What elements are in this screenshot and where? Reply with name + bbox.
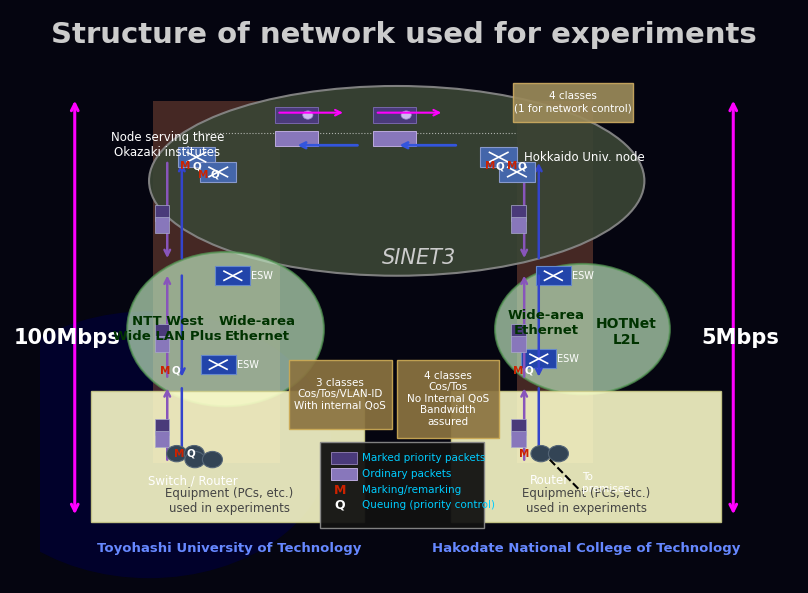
FancyBboxPatch shape (155, 431, 170, 447)
Text: 4 classes
(1 for network control): 4 classes (1 for network control) (515, 91, 632, 113)
Text: Node serving three
Okazaki institutes: Node serving three Okazaki institutes (111, 131, 224, 160)
FancyBboxPatch shape (200, 355, 236, 374)
FancyBboxPatch shape (373, 131, 416, 146)
FancyBboxPatch shape (155, 336, 170, 352)
FancyBboxPatch shape (155, 419, 170, 435)
Text: Wide-area
Ethernet: Wide-area Ethernet (507, 309, 584, 337)
FancyBboxPatch shape (511, 206, 526, 221)
Text: Q: Q (210, 170, 219, 180)
FancyBboxPatch shape (155, 206, 170, 221)
FancyBboxPatch shape (521, 349, 556, 368)
Text: Ordinary packets: Ordinary packets (362, 469, 451, 479)
Text: Wide-area
Ethernet: Wide-area Ethernet (218, 315, 296, 343)
FancyBboxPatch shape (511, 336, 526, 352)
Text: M: M (180, 161, 191, 171)
Text: Q: Q (496, 161, 504, 171)
Circle shape (549, 445, 569, 462)
Text: Q: Q (518, 161, 526, 171)
Text: HOTNet
L2L: HOTNet L2L (595, 317, 657, 347)
FancyBboxPatch shape (331, 468, 357, 480)
Circle shape (184, 445, 204, 462)
Text: Q: Q (192, 161, 200, 171)
Text: Structure of network used for experiments: Structure of network used for experiment… (51, 21, 757, 49)
Text: Hokkaido Univ. node: Hokkaido Univ. node (524, 151, 645, 164)
Text: M: M (175, 449, 185, 458)
FancyBboxPatch shape (511, 217, 526, 233)
Text: M: M (160, 366, 170, 375)
Circle shape (202, 451, 222, 468)
FancyBboxPatch shape (275, 131, 318, 146)
Circle shape (531, 445, 551, 462)
FancyBboxPatch shape (179, 147, 215, 167)
Text: NTT West
Wide LAN Plus: NTT West Wide LAN Plus (113, 315, 221, 343)
Ellipse shape (127, 252, 324, 406)
FancyBboxPatch shape (511, 419, 526, 435)
Text: 5Mbps: 5Mbps (701, 328, 780, 348)
FancyBboxPatch shape (215, 266, 250, 285)
FancyBboxPatch shape (536, 266, 570, 285)
Text: M: M (507, 161, 517, 171)
Text: SINET3: SINET3 (381, 248, 456, 268)
FancyBboxPatch shape (155, 217, 170, 233)
Text: M: M (334, 484, 346, 497)
Text: Hakodate National College of Technology: Hakodate National College of Technology (432, 542, 740, 555)
FancyBboxPatch shape (511, 324, 526, 340)
Ellipse shape (495, 264, 670, 394)
Text: M: M (513, 366, 524, 375)
Circle shape (303, 111, 313, 119)
Circle shape (166, 445, 187, 462)
FancyBboxPatch shape (320, 442, 484, 528)
FancyBboxPatch shape (153, 101, 280, 463)
FancyBboxPatch shape (397, 360, 499, 438)
FancyBboxPatch shape (200, 162, 237, 182)
Text: Router: Router (530, 474, 570, 487)
Text: Marking/remarking: Marking/remarking (362, 486, 461, 495)
Text: ESW: ESW (558, 354, 579, 364)
Text: ESW: ESW (572, 271, 594, 280)
Circle shape (401, 111, 411, 119)
Text: Toyohashi University of Technology: Toyohashi University of Technology (97, 542, 361, 555)
FancyBboxPatch shape (331, 452, 357, 464)
FancyBboxPatch shape (511, 431, 526, 447)
Text: 100Mbps: 100Mbps (14, 328, 121, 348)
Text: M: M (199, 170, 208, 180)
Text: M: M (485, 161, 495, 171)
FancyBboxPatch shape (452, 391, 721, 522)
FancyBboxPatch shape (155, 324, 170, 340)
Text: Switch / Router: Switch / Router (148, 474, 238, 487)
Text: Equipment (PCs, etc.)
used in experiments: Equipment (PCs, etc.) used in experiment… (165, 487, 293, 515)
Text: To
premises: To premises (583, 473, 630, 494)
FancyBboxPatch shape (275, 107, 318, 123)
FancyBboxPatch shape (289, 360, 392, 429)
Ellipse shape (0, 311, 331, 578)
Text: Q: Q (186, 449, 195, 458)
Text: ESW: ESW (251, 271, 273, 280)
Text: 3 classes
Cos/Tos/VLAN-ID
With internal QoS: 3 classes Cos/Tos/VLAN-ID With internal … (294, 378, 386, 411)
Ellipse shape (149, 86, 645, 276)
Text: Q: Q (171, 366, 180, 375)
FancyBboxPatch shape (513, 83, 633, 122)
Text: Q: Q (335, 499, 345, 512)
Text: Equipment (PCs, etc.)
used in experiments: Equipment (PCs, etc.) used in experiment… (522, 487, 650, 515)
FancyBboxPatch shape (373, 107, 416, 123)
Text: 4 classes
Cos/Tos
No Internal QoS
Bandwidth
assured: 4 classes Cos/Tos No Internal QoS Bandwi… (407, 371, 489, 427)
FancyBboxPatch shape (517, 101, 593, 463)
Text: Marked priority packets: Marked priority packets (362, 453, 485, 463)
FancyBboxPatch shape (499, 162, 535, 182)
FancyBboxPatch shape (90, 391, 364, 522)
FancyBboxPatch shape (481, 147, 517, 167)
Circle shape (185, 451, 205, 468)
Text: Q: Q (525, 366, 533, 375)
Text: ESW: ESW (237, 360, 259, 369)
Text: Queuing (priority control): Queuing (priority control) (362, 500, 494, 510)
Text: M: M (519, 449, 529, 458)
